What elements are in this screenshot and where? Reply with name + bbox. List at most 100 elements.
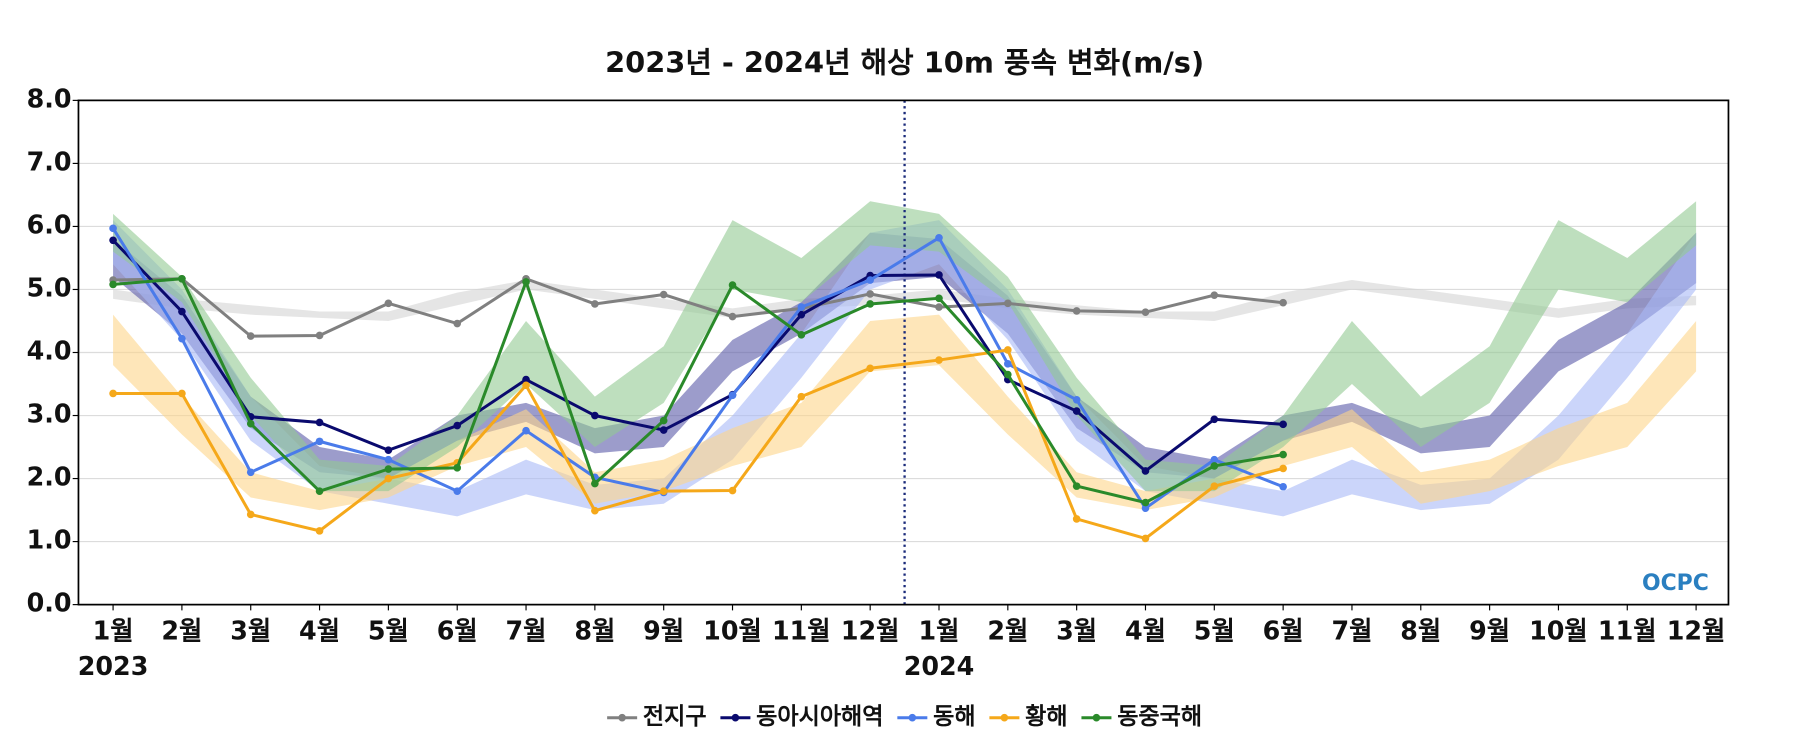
data-point: [384, 465, 393, 473]
data-point: [866, 290, 874, 298]
data-point: [1210, 455, 1219, 464]
data-point: [1004, 299, 1012, 308]
legend-swatch-dot: [1000, 713, 1009, 722]
data-point: [1141, 308, 1150, 316]
x-tick-label: 1월: [918, 615, 959, 645]
data-point: [797, 310, 806, 319]
data-point: [178, 274, 186, 283]
legend-label: 동중국해: [1117, 704, 1202, 730]
data-point: [591, 506, 599, 515]
data-point: [1072, 407, 1081, 415]
data-point: [935, 294, 943, 303]
x-tick-label: 9월: [1469, 615, 1510, 645]
data-point: [453, 319, 462, 328]
data-point: [591, 300, 599, 308]
data-point: [522, 381, 530, 390]
data-point: [866, 276, 874, 284]
x-tick-label: 12월: [841, 615, 900, 645]
data-point: [1279, 482, 1287, 491]
x-tick-label: 10월: [703, 615, 762, 645]
range-band: [113, 314, 1697, 511]
data-point: [109, 389, 117, 398]
data-point: [1141, 498, 1150, 507]
x-tick-label: 7월: [506, 615, 547, 645]
data-point: [935, 303, 943, 311]
data-point: [315, 331, 324, 340]
legend-item: 동해: [897, 704, 976, 730]
data-point: [109, 224, 117, 233]
x-tick-label: 3월: [1056, 615, 1097, 645]
data-point: [1210, 415, 1219, 424]
x-tick-label: 8월: [1400, 615, 1441, 645]
y-tick-label: 6.0: [27, 209, 72, 239]
data-point: [178, 389, 186, 398]
data-point: [315, 418, 324, 427]
data-point: [935, 233, 943, 242]
data-point: [1072, 395, 1081, 404]
data-point: [109, 280, 117, 289]
data-point: [728, 486, 737, 495]
data-point: [1004, 346, 1012, 354]
data-point: [728, 281, 737, 289]
x-tick-label: 2월: [987, 615, 1028, 645]
data-point: [178, 307, 186, 316]
x-tick-label: 1월: [93, 615, 134, 645]
data-point: [1279, 298, 1287, 307]
year-label: 2023: [78, 651, 149, 681]
y-tick-label: 5.0: [27, 272, 72, 302]
plot-frame: [77, 99, 1730, 606]
x-tick-label: 6월: [437, 615, 478, 645]
data-point: [1210, 482, 1219, 490]
y-tick-label: 1.0: [27, 525, 72, 555]
data-point: [453, 464, 462, 472]
x-tick-label: 11월: [1598, 615, 1657, 645]
x-tick-label: 9월: [643, 615, 684, 645]
data-point: [109, 236, 117, 245]
x-tick-label: 5월: [368, 615, 409, 645]
data-point: [935, 271, 943, 279]
data-point: [315, 437, 324, 446]
data-point: [659, 487, 668, 495]
legend-item: 황해: [989, 704, 1068, 730]
data-point: [522, 278, 530, 286]
legend-item: 동중국해: [1081, 704, 1202, 730]
legend-swatch-dot: [908, 713, 917, 722]
y-tick-label: 4.0: [27, 336, 72, 366]
data-point: [659, 290, 668, 299]
x-tick-label: 3월: [230, 615, 271, 645]
x-tick-label: 12월: [1667, 615, 1726, 645]
data-point: [384, 446, 393, 455]
legend-label: 동해: [933, 704, 975, 730]
y-tick-label: 2.0: [27, 462, 72, 492]
data-point: [1279, 450, 1287, 459]
data-point: [1141, 534, 1150, 543]
data-point: [1004, 360, 1012, 368]
legend-label: 황해: [1025, 704, 1067, 730]
data-point: [591, 411, 599, 420]
data-point: [591, 479, 599, 488]
data-point: [1279, 464, 1287, 473]
data-point: [246, 510, 255, 519]
data-point: [178, 334, 186, 343]
data-point: [935, 356, 943, 364]
data-point: [1141, 504, 1150, 512]
x-tick-label: 11월: [772, 615, 831, 645]
data-point: [728, 312, 737, 321]
data-point: [246, 419, 255, 428]
series-line: [113, 348, 1284, 541]
data-point: [1141, 467, 1150, 475]
data-point: [797, 331, 806, 339]
legend-item: 동아시아해역: [720, 704, 883, 730]
data-point: [659, 426, 668, 434]
series-line: [111, 227, 1284, 511]
data-point: [1279, 420, 1287, 429]
x-tick-label: 8월: [574, 615, 615, 645]
data-point: [797, 392, 806, 401]
year-label: 2024: [904, 651, 975, 681]
x-tick-label: 4월: [299, 615, 340, 645]
data-point: [1210, 291, 1219, 299]
series-line: [113, 277, 1284, 338]
data-point: [384, 455, 393, 464]
data-point: [522, 375, 530, 384]
y-tick-label: 0.0: [27, 588, 72, 618]
